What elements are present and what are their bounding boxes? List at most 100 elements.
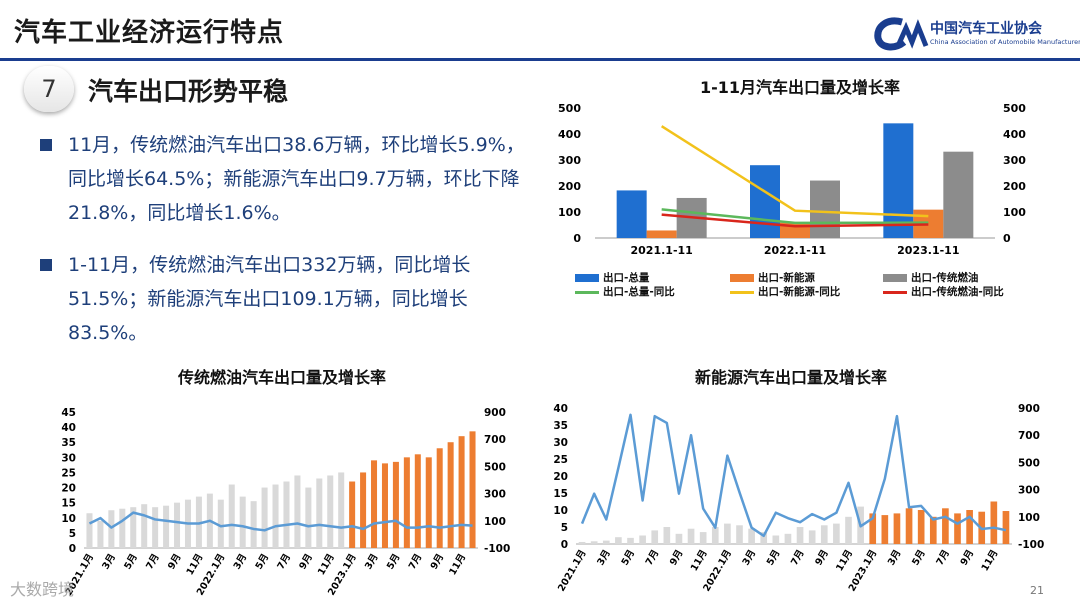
chart2-y2-tick: 500: [484, 461, 506, 473]
chart2-y-tick: 30: [61, 452, 76, 464]
chart3-y-tick: 20: [553, 471, 568, 483]
chart1-bar: [810, 180, 840, 238]
chart3-x-tick: 5月: [765, 548, 783, 567]
caam-logo-icon: [874, 17, 929, 51]
chart3-bar: [578, 541, 586, 544]
chart3-bar: [711, 527, 719, 544]
chart3-bar: [893, 513, 901, 544]
chart3-growth-line: [580, 413, 1007, 538]
bullet-text-2: 1-11月，传统燃油汽车出口332万辆，同比增长51.5%；新能源汽车出口109…: [68, 254, 471, 344]
chart2-bar: [371, 460, 378, 548]
chart1-bar: [646, 230, 677, 238]
chart3-bar: [808, 530, 816, 544]
chart3-x-tick: 7月: [644, 548, 662, 567]
chart3-bar: [833, 523, 840, 544]
chart3-bar: [820, 525, 828, 544]
chart1-x-tick: 2023.1-11: [897, 244, 959, 257]
chart2-bar: [294, 475, 301, 548]
header: 汽车工业经济运行特点 中国汽车工业协会 China Association of…: [0, 0, 1080, 62]
chart2-y-tick: 35: [61, 437, 76, 449]
chart2-bar: [403, 457, 410, 548]
chart2-bar: [414, 454, 421, 548]
chart2-bar: [338, 472, 345, 548]
chart1-growth-line: [660, 125, 929, 218]
chart2-bar: [174, 502, 181, 548]
chart3-y2-tick: -100: [1018, 539, 1044, 551]
chart2-bar: [272, 484, 279, 548]
chart2-bar: [316, 478, 323, 548]
chart2-bar: [119, 508, 126, 548]
legend-item-ice: 出口-传统燃油: [883, 270, 978, 285]
chart3-y-tick: 30: [553, 437, 568, 449]
chart3-x-tick: 9月: [959, 548, 977, 567]
page-title: 汽车工业经济运行特点: [14, 18, 285, 48]
legend-item-ice-yoy: 出口-传统燃油-同比: [883, 284, 1004, 299]
chart2-bar: [305, 487, 312, 548]
chart3-bar: [990, 501, 998, 544]
chart3-bar: [929, 516, 937, 544]
chart1-bar: [883, 123, 914, 238]
chart3-x-tick: 5月: [910, 548, 928, 567]
chart3-bar: [942, 508, 949, 544]
chart1-y-tick: 400: [558, 128, 581, 141]
chart3-y2-tick: 900: [1018, 403, 1040, 415]
bullet-text-1: 11月，传统燃油汽车出口38.6万辆，环比增长5.9%，同比增长64.5%；新能…: [68, 134, 525, 224]
chart3-x-tick: 7月: [789, 548, 807, 567]
chart3-bar: [905, 508, 913, 544]
chart3-bar: [663, 527, 671, 544]
chart1-y2-tick: 500: [1003, 102, 1026, 115]
chart2-y-tick: 20: [61, 483, 76, 495]
chart2-bar: [327, 475, 334, 548]
legend-item-nev-yoy: 出口-新能源-同比: [730, 284, 840, 299]
chart3-bar: [736, 525, 743, 544]
chart3-bar: [615, 537, 622, 544]
chart3-y-tick: 5: [561, 522, 568, 534]
chart3-x-tick: 7月: [934, 548, 952, 567]
chart2-y-tick: 25: [61, 467, 76, 479]
chart2-bar: [250, 501, 257, 548]
chart2-growth-line: [88, 511, 473, 532]
legend-item-nev: 出口-新能源: [730, 270, 815, 285]
chart3-bar: [675, 533, 683, 544]
chart2-bar: [381, 463, 388, 548]
chart3-x-tick: 11月: [980, 548, 1001, 573]
section-number-badge: 7: [24, 66, 74, 112]
chart2-y-tick: 15: [61, 498, 76, 510]
chart3-bar: [954, 513, 961, 544]
legend-item-total: 出口-总量: [575, 270, 649, 285]
chart1-y-tick: 200: [558, 180, 581, 193]
chart3-y2-tick: 500: [1018, 457, 1040, 469]
chart3-bar: [845, 516, 852, 544]
chart1-bar: [943, 151, 974, 238]
chart3-bar: [651, 530, 659, 544]
chart1-x-tick: 2022.1-11: [764, 244, 826, 257]
chart2-y2-tick: 900: [484, 407, 506, 419]
chart3-x-tick: 3月: [886, 548, 904, 567]
chart2-y-tick: 0: [69, 543, 76, 555]
chart3-y2-tick: 100: [1018, 512, 1040, 524]
chart1-y-tick: 300: [558, 154, 581, 167]
chart3-bar: [772, 535, 780, 544]
chart2-bar: [392, 461, 399, 548]
chart1-bar: [750, 165, 780, 238]
chart3-x-tick: 2021.1月: [556, 548, 589, 593]
chart3-bar: [590, 541, 598, 544]
chart3-bar: [627, 537, 634, 544]
chart1-title: 1-11月汽车出口量及增长率: [700, 78, 901, 97]
chart2-bar: [228, 484, 235, 548]
bullet-square-icon: [40, 259, 52, 271]
chart1-y2-tick: 200: [1003, 180, 1026, 193]
chart3-y2-tick: 300: [1018, 485, 1040, 497]
chart3-y-tick: 10: [553, 505, 568, 517]
chart1-bar: [616, 190, 647, 238]
chart3-y-tick: 15: [553, 488, 568, 500]
section-title: 汽车出口形势平稳: [88, 77, 289, 106]
chart3-x-tick: 11月: [834, 548, 855, 573]
chart2-bar: [436, 448, 443, 548]
legend-item-total-yoy: 出口-总量-同比: [575, 284, 675, 299]
chart2-bar: [97, 520, 104, 548]
logo-en-text: China Association of Automobile Manufact…: [930, 38, 1080, 46]
chart3-bar: [966, 510, 973, 544]
chart3-x-tick: 11月: [689, 548, 710, 573]
